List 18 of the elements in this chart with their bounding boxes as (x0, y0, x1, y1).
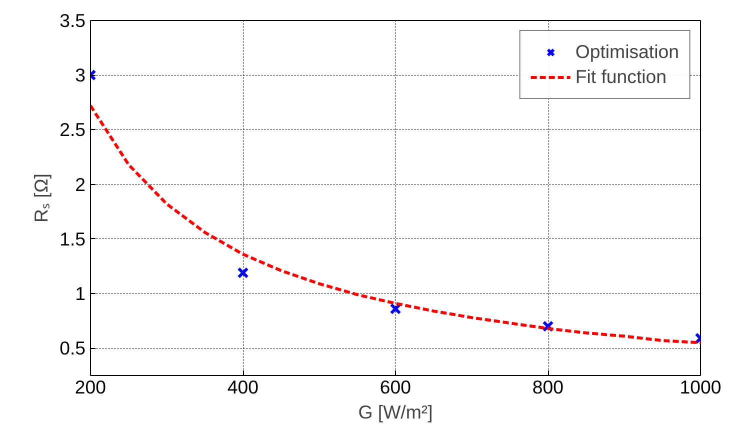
y-tick-label: 0.5 (60, 338, 86, 359)
x-tick-label: 600 (380, 376, 412, 398)
y-tick-label: 1 (75, 283, 86, 304)
x-axis-title: G [W/m²] (358, 402, 433, 422)
y-tick-label: 1.5 (60, 228, 86, 250)
x-tick-label: 200 (74, 376, 106, 398)
x-tick-label: 800 (532, 376, 564, 398)
line-series (90, 104, 700, 344)
legend-label: Fit function (575, 66, 667, 88)
y-tick-label: 2 (75, 174, 86, 195)
y-tick-label: 3.5 (60, 10, 86, 31)
y-tick-label: 2.5 (60, 119, 86, 140)
y-tick-label: 3 (75, 64, 86, 86)
legend-label: Optimisation (575, 41, 679, 63)
y-axis-title: Rₛ [Ω] (30, 174, 52, 222)
x-tick-label: 400 (227, 376, 259, 398)
x-tick-label: 1000 (680, 376, 722, 398)
point (237, 267, 249, 279)
